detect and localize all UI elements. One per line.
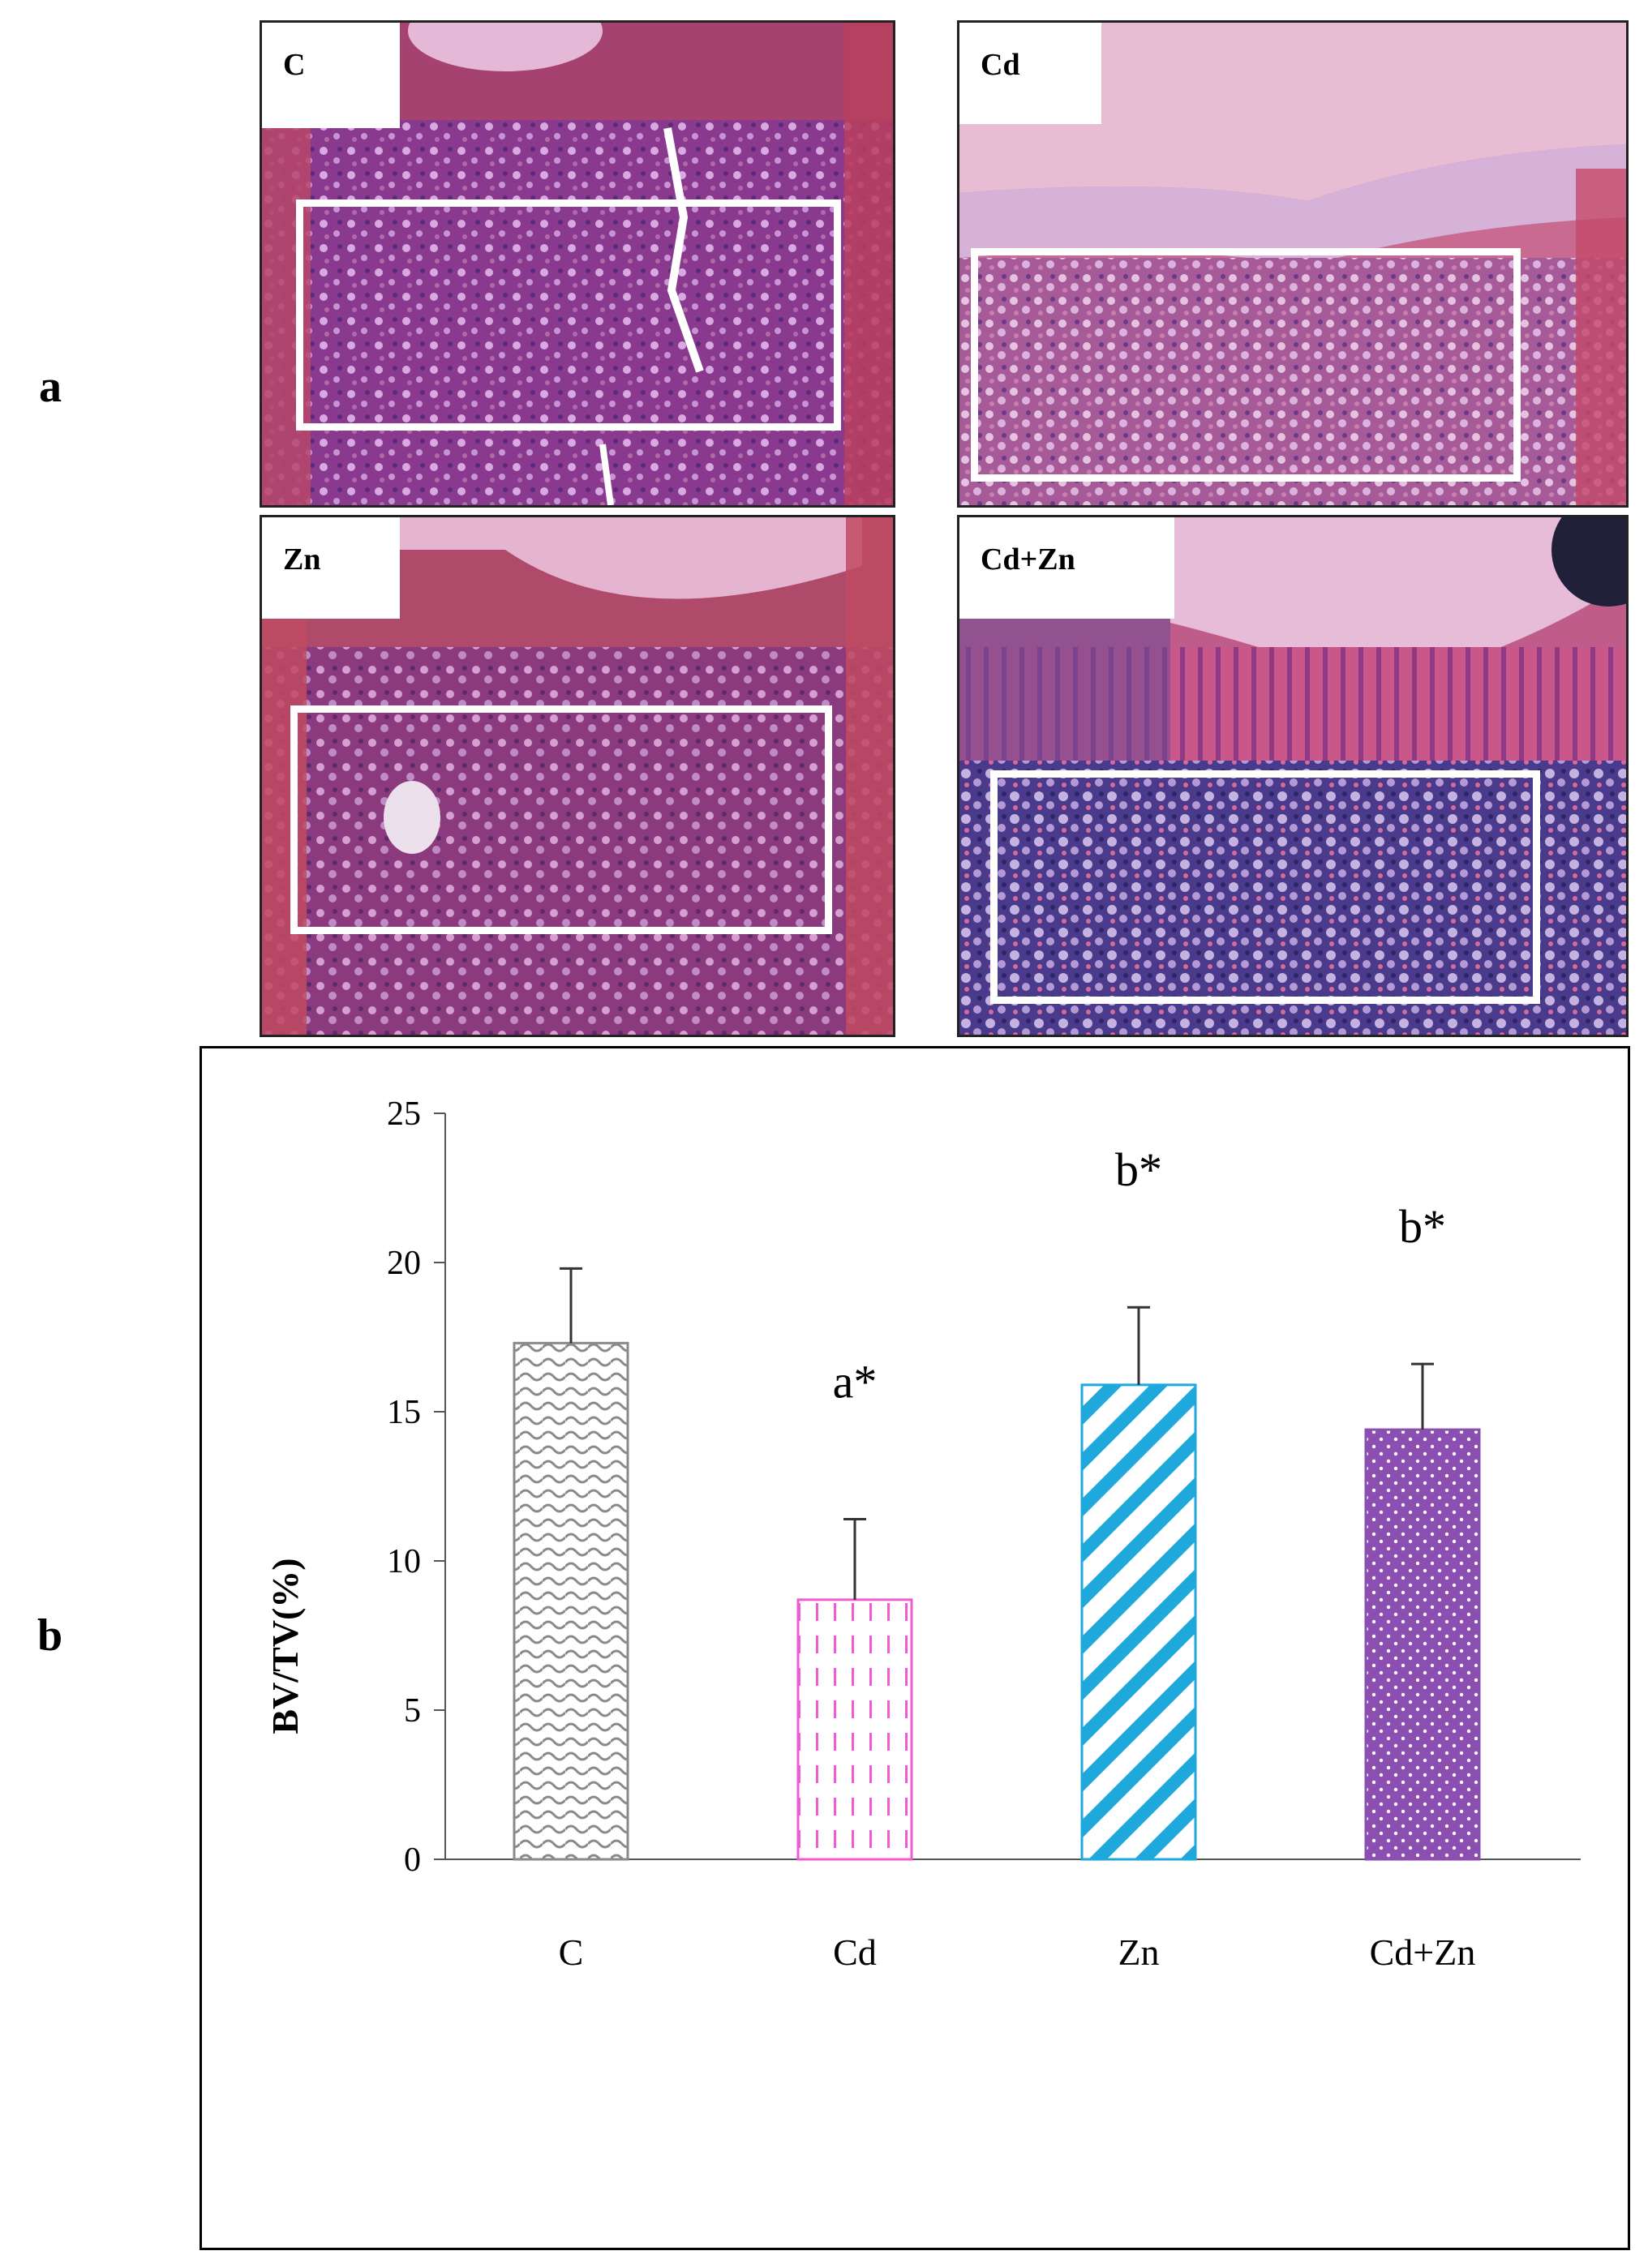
y-axis-label: BV/TV(%) xyxy=(264,1558,306,1734)
y-tick-label: 20 xyxy=(387,1245,421,1282)
significance-annotation: a* xyxy=(833,1355,878,1408)
micrograph-zn-tissue xyxy=(262,517,893,1035)
x-tick-label: Cd xyxy=(833,1931,877,1973)
bar-chart: 0 5 10 15 20 25 C Cd a* Zn b* Cd+Zn b* BV/TV(%) xyxy=(264,1095,1581,1973)
chart-frame: 0 5 10 15 20 25 C Cd a* Zn b* Cd+Zn b* BV/TV(%) xyxy=(200,1046,1630,2250)
micrograph-zn-roi xyxy=(290,705,832,934)
x-tick-label: C xyxy=(559,1931,584,1973)
y-tick-label: 5 xyxy=(404,1692,421,1730)
y-tick-label: 15 xyxy=(387,1394,421,1431)
y-tick-label: 0 xyxy=(404,1841,421,1879)
micrograph-c: C xyxy=(260,20,895,508)
y-tick-label: 25 xyxy=(387,1095,421,1133)
micrograph-cd-label: Cd xyxy=(959,23,1101,124)
significance-annotation: b* xyxy=(1115,1143,1162,1196)
micrograph-cd-zn: Cd+Zn xyxy=(957,515,1629,1037)
chart-bars: C Cd a* Zn b* Cd+Zn b* xyxy=(513,1143,1481,1973)
significance-annotation: b* xyxy=(1399,1200,1446,1253)
y-tick-label: 10 xyxy=(387,1543,421,1580)
x-tick-label: Zn xyxy=(1118,1931,1159,1973)
micrograph-cd-zn-label: Cd+Zn xyxy=(959,517,1174,619)
panel-a-letter: a xyxy=(39,362,62,412)
bar-cd xyxy=(796,1598,913,1861)
micrograph-c-roi xyxy=(296,199,841,431)
micrograph-cd-zn-roi xyxy=(990,770,1540,1004)
x-tick-label: Cd+Zn xyxy=(1370,1931,1476,1973)
micrograph-zn-label: Zn xyxy=(262,517,400,619)
bar-zn xyxy=(1080,1383,1197,1861)
micrograph-cd: Cd xyxy=(957,20,1629,508)
bar-cd-zn xyxy=(1364,1428,1481,1861)
micrograph-zn: Zn xyxy=(260,515,895,1037)
panel-b-letter: b xyxy=(37,1610,63,1661)
micrograph-c-label: C xyxy=(262,23,400,128)
micrograph-cd-roi xyxy=(971,248,1521,482)
bar-c xyxy=(513,1341,629,1861)
micrograph-c-tissue xyxy=(262,23,893,505)
